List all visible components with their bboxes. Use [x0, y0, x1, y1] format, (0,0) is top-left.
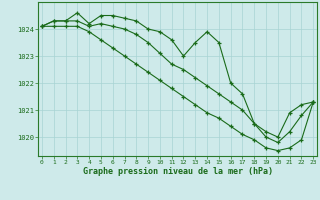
X-axis label: Graphe pression niveau de la mer (hPa): Graphe pression niveau de la mer (hPa) [83, 167, 273, 176]
